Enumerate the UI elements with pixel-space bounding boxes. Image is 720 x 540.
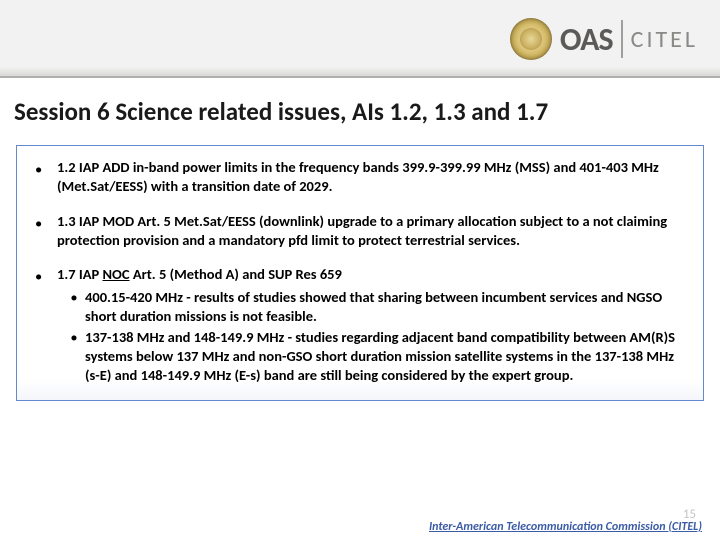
sub-bullet-item: • 137-138 MHz and 148-149.9 MHz - studie…: [57, 328, 685, 385]
bullet-item: • 1.3 IAP MOD Art. 5 Met.Sat/EESS (downl…: [35, 212, 685, 250]
header-band: OAS CITEL: [0, 0, 720, 78]
content-box: • 1.2 IAP ADD in-band power limits in th…: [16, 145, 704, 401]
oas-wordmark: OAS: [560, 20, 613, 59]
sub-bullet-text: 137-138 MHz and 148-149.9 MHz - studies …: [85, 328, 685, 385]
bullet-item: • 1.2 IAP ADD in-band power limits in th…: [35, 158, 685, 196]
logo-group: OAS CITEL: [510, 18, 698, 60]
citel-wordmark: CITEL: [631, 25, 698, 54]
bullet-text: 1.3 IAP MOD Art. 5 Met.Sat/EESS (downlin…: [57, 212, 685, 250]
sub-bullet-marker: •: [57, 328, 85, 347]
bullet-item: • 1.7 IAP NOC Art. 5 (Method A) and SUP …: [35, 265, 685, 384]
bullet-lead: 1.2 IAP ADD in-band power limits in the …: [57, 158, 659, 195]
bullet-marker: •: [35, 212, 57, 233]
sub-bullet-text: 400.15-420 MHz - results of studies show…: [85, 288, 685, 326]
logo-divider: [621, 20, 623, 58]
sub-list: • 400.15-420 MHz - results of studies sh…: [57, 288, 685, 384]
sub-bullet-marker: •: [57, 288, 85, 307]
bullet-marker: •: [35, 265, 57, 286]
oas-seal-icon: [510, 18, 552, 60]
bullet-lead: 1.3 IAP MOD Art. 5 Met.Sat/EESS (downlin…: [57, 212, 667, 249]
bullet-lead-underline: NOC: [103, 265, 130, 283]
bullet-text: 1.7 IAP NOC Art. 5 (Method A) and SUP Re…: [57, 265, 685, 384]
bullet-lead-prefix: 1.7 IAP: [57, 265, 103, 283]
bullet-marker: •: [35, 158, 57, 179]
sub-bullet-item: • 400.15-420 MHz - results of studies sh…: [57, 288, 685, 326]
bullet-lead-suffix: Art. 5 (Method A) and SUP Res 659: [130, 265, 342, 283]
footer-org: Inter-American Telecommunication Commiss…: [429, 520, 702, 534]
slide-title: Session 6 Science related issues, AIs 1.…: [0, 78, 720, 127]
footer: 15 Inter-American Telecommunication Comm…: [429, 507, 702, 534]
bullet-text: 1.2 IAP ADD in-band power limits in the …: [57, 158, 685, 196]
